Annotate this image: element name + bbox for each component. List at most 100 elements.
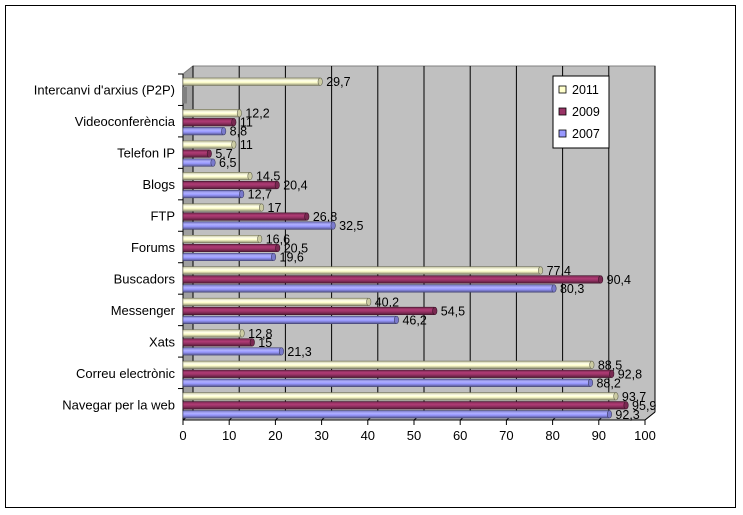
bar-2009 xyxy=(182,149,210,158)
legend-label: 2007 xyxy=(572,127,600,141)
data-label: 5,7 xyxy=(215,147,232,161)
data-label: 6,5 xyxy=(219,156,236,170)
bar-cap xyxy=(239,329,245,338)
x-tick-label: 50 xyxy=(407,428,421,443)
data-label: 11 xyxy=(240,116,253,130)
category-label: Telefon IP xyxy=(117,146,175,161)
data-label: 20,5 xyxy=(284,242,308,256)
x-tick-label: 0 xyxy=(179,428,186,443)
bar-cap xyxy=(221,127,227,136)
category-label: Messenger xyxy=(111,303,176,318)
data-label: 12,7 xyxy=(248,188,272,202)
data-label: 54,5 xyxy=(441,304,465,318)
bar-2011 xyxy=(182,329,243,338)
bar-cap xyxy=(239,190,245,199)
data-label: 32,5 xyxy=(339,219,363,233)
bar-2011 xyxy=(182,234,260,244)
x-tick-label: 40 xyxy=(361,428,375,443)
bar-cap xyxy=(247,172,253,181)
bar-2007 xyxy=(182,284,555,293)
data-label: 20,4 xyxy=(283,179,307,193)
bar-2011 xyxy=(182,172,251,181)
category-label: Intercanvi d'arxius (P2P) xyxy=(34,83,175,98)
bar-2011 xyxy=(182,392,617,401)
data-label: 15 xyxy=(258,336,272,350)
bar-cap xyxy=(393,315,399,324)
bar-cap xyxy=(259,203,265,212)
bar-cap xyxy=(587,378,593,387)
bar-2007 xyxy=(182,252,274,262)
bar-2009 xyxy=(182,369,613,378)
bar-2009 xyxy=(182,338,253,347)
data-label: 21,3 xyxy=(287,345,311,359)
data-label: 88,5 xyxy=(598,358,622,372)
data-label: 11 xyxy=(240,138,253,152)
category-label: Forums xyxy=(131,240,176,255)
category-label: Buscadors xyxy=(114,271,176,286)
category-label: Xats xyxy=(149,334,176,349)
x-tick-label: 10 xyxy=(222,428,236,443)
legend-swatch xyxy=(558,85,567,94)
bar-2011 xyxy=(182,266,541,275)
data-label: 29,7 xyxy=(326,75,350,89)
bar-cap xyxy=(275,243,281,253)
x-tick-label: 30 xyxy=(314,428,328,443)
bar-cap xyxy=(432,306,438,315)
bar-2009 xyxy=(182,212,308,221)
data-label: 12,2 xyxy=(245,107,269,121)
bar-2007 xyxy=(182,221,334,230)
x-tick-label: 60 xyxy=(453,428,467,443)
category-label: Blogs xyxy=(142,177,175,192)
data-label: 14,5 xyxy=(256,170,280,184)
legend-label: 2009 xyxy=(572,105,600,119)
bar-2007 xyxy=(182,190,242,199)
x-tick-label: 90 xyxy=(592,428,606,443)
x-tick-label: 80 xyxy=(545,428,559,443)
data-label: 90,4 xyxy=(607,273,631,287)
bar-2007 xyxy=(182,127,224,136)
bar-2009 xyxy=(182,401,627,410)
data-label: 88,2 xyxy=(596,376,620,390)
data-label: 92,3 xyxy=(615,408,639,422)
bar-cap xyxy=(366,297,372,306)
x-tick-label: 100 xyxy=(634,428,656,443)
bar-cap xyxy=(598,275,604,284)
x-tick-label: 70 xyxy=(499,428,513,443)
bar-2007 xyxy=(182,378,591,387)
bar-2009 xyxy=(182,243,279,253)
data-label: 16,6 xyxy=(266,233,290,247)
bar-cap xyxy=(589,360,595,369)
bar-2011 xyxy=(182,297,370,306)
bar-cap xyxy=(613,392,619,401)
bar-cap xyxy=(231,140,237,149)
bar-cap xyxy=(317,77,323,86)
bar-2011 xyxy=(182,203,262,212)
data-label: 40,2 xyxy=(375,295,399,309)
bar-2007 xyxy=(182,347,282,356)
bar-2011 xyxy=(182,109,240,118)
bar-cap xyxy=(231,118,237,127)
x-tick-label: 20 xyxy=(268,428,282,443)
data-label: 46,2 xyxy=(402,313,426,327)
data-label: 92,8 xyxy=(618,367,642,381)
data-label: 77,4 xyxy=(547,264,571,278)
bar-cap xyxy=(606,410,612,419)
legend-swatch xyxy=(558,107,567,116)
bar-cap xyxy=(623,401,629,410)
bar-cap xyxy=(304,212,310,221)
bar-2011 xyxy=(182,77,321,86)
bar-2009 xyxy=(182,306,436,315)
bar-cap xyxy=(538,266,544,275)
gridline-floor xyxy=(644,411,656,421)
category-label: FTP xyxy=(150,209,175,224)
data-label: 80,3 xyxy=(560,282,584,296)
bar-cap xyxy=(271,252,277,262)
category-label: Navegar per la web xyxy=(62,397,175,412)
data-label: 12,8 xyxy=(248,327,272,341)
bar-2011 xyxy=(182,360,593,369)
legend-swatch xyxy=(558,129,567,138)
bar-cap xyxy=(257,234,263,244)
bar-2007 xyxy=(182,410,610,419)
bar-cap xyxy=(249,338,255,347)
